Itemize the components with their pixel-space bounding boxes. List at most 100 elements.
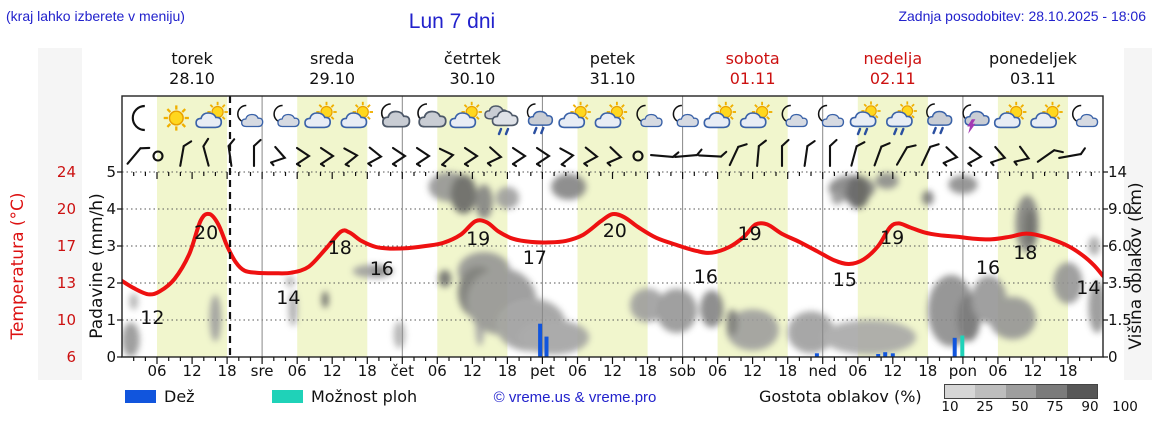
- svg-text:14: 14: [276, 287, 300, 309]
- day-header-name: nedelja: [863, 49, 923, 68]
- density-tick: 100: [1112, 399, 1138, 415]
- svg-text:19: 19: [466, 228, 490, 250]
- right-margin-band: [1124, 48, 1152, 380]
- sun-cloud-icon: [449, 101, 482, 129]
- bottom-axis-label: 18: [217, 362, 237, 380]
- day-header-name: sreda: [310, 49, 355, 68]
- moon-cloud-icon: [672, 104, 699, 128]
- bottom-axis-label: 12: [462, 362, 482, 380]
- bottom-axis-label: 06: [988, 362, 1008, 380]
- shower-legend-swatch: [272, 390, 303, 403]
- day-header-name: sobota: [725, 49, 780, 68]
- moon-rain-icon: [526, 103, 554, 135]
- bottom-axis-label: 06: [848, 362, 868, 380]
- sun-cloud-icon: [195, 101, 228, 129]
- cloud-density-label: Gostota oblakov (%): [755, 387, 926, 406]
- precip-tick: 4: [106, 200, 116, 218]
- svg-text:16: 16: [976, 257, 1000, 279]
- moon-storm-icon: [962, 104, 990, 134]
- cloud-tick: 1.5: [1108, 311, 1132, 329]
- bottom-axis-label: 12: [182, 362, 202, 380]
- density-segment: [1036, 385, 1067, 398]
- temperature-curve: [122, 211, 1103, 297]
- density-tick: 25: [976, 399, 994, 415]
- sun-cloud-icon: [1030, 101, 1063, 129]
- day-header-name: torek: [171, 49, 213, 68]
- density-segment: [945, 385, 976, 398]
- temp-tick: 6: [66, 348, 76, 366]
- temp-tick: 10: [56, 311, 76, 329]
- bottom-axis-label: pet: [530, 362, 555, 380]
- svg-text:15: 15: [833, 269, 857, 291]
- day-header-date: 01.11: [729, 69, 776, 88]
- bottom-axis-label: sre: [250, 362, 274, 380]
- cloud-rain-icon: [484, 105, 519, 136]
- day-header-date: 31.10: [589, 69, 636, 88]
- svg-text:19: 19: [880, 227, 904, 249]
- density-segment: [1005, 385, 1037, 398]
- bottom-axis-label: 18: [918, 362, 938, 380]
- bottom-axis-label: 12: [743, 362, 763, 380]
- hour-ticks: [117, 171, 1108, 364]
- density-tick: 10: [941, 399, 959, 415]
- precip-tick: 1: [106, 311, 116, 329]
- bottom-axis-label: 18: [497, 362, 517, 380]
- day-header-name: petek: [589, 49, 636, 68]
- precip-tick: 2: [106, 274, 116, 292]
- moon-clouds-icon: [380, 103, 411, 128]
- last-update: Zadnja posodobitev: 28.10.2025 - 18:06: [898, 8, 1146, 24]
- day-separators: [261, 96, 964, 357]
- cloud-tick: 3.5: [1108, 274, 1132, 292]
- svg-text:19: 19: [738, 223, 762, 245]
- day-header-name: četrtek: [443, 49, 501, 68]
- cloud-tick: 0: [1108, 348, 1118, 366]
- precip-bars: [538, 323, 965, 357]
- rain-legend-swatch: [125, 390, 156, 403]
- cloud-tick: 9.0: [1108, 200, 1132, 218]
- bottom-axis-label: 18: [778, 362, 798, 380]
- bottom-axis-label: 06: [287, 362, 307, 380]
- moon-clouds-icon: [417, 103, 447, 128]
- bottom-axis-label: 06: [567, 362, 588, 380]
- day-header-date: 29.10: [309, 69, 356, 88]
- rain-legend-label: Dež: [160, 387, 199, 406]
- precip-tick: 5: [106, 163, 116, 181]
- bottom-axis-label: pon: [948, 362, 977, 380]
- bottom-axis-label: 06: [427, 362, 447, 380]
- svg-text:17: 17: [523, 247, 547, 269]
- cloud-density-scale: [944, 384, 1098, 399]
- day-header-name: ponedeljek: [988, 49, 1077, 68]
- moon-rain-icon: [926, 103, 953, 135]
- bottom-axis-label: ned: [808, 362, 837, 380]
- bottom-axis-label: sob: [669, 362, 696, 380]
- moon-cloud-icon: [1072, 104, 1099, 128]
- svg-text:20: 20: [603, 220, 627, 242]
- sun-cloud-icon: [739, 101, 773, 129]
- svg-text:20: 20: [194, 222, 218, 244]
- weather-icon-row: [131, 101, 1099, 136]
- copyright-link[interactable]: © vreme.us & vreme.pro: [493, 389, 657, 406]
- cloud-tick: 6.0: [1108, 237, 1132, 255]
- svg-text:12: 12: [140, 307, 164, 329]
- day-header-date: 02.11: [869, 69, 916, 88]
- bottom-axis-label: 12: [602, 362, 623, 380]
- precip-tick: 3: [106, 237, 116, 255]
- density-segment: [1066, 385, 1098, 398]
- day-header-date: 30.10: [449, 69, 496, 88]
- page-title: Lun 7 dni: [408, 10, 496, 33]
- day-header-date: 03.11: [1010, 69, 1056, 88]
- sun-cloud-icon: [594, 101, 628, 129]
- moon-cloud-icon: [636, 104, 663, 128]
- temperature-value-labels: 12 20 14 18 16 19 17 20 16 19 15 19 16 18 14: [140, 220, 1100, 329]
- density-tick: 75: [1046, 399, 1064, 415]
- temp-tick: 24: [56, 163, 76, 181]
- sun-cloud-icon: [993, 101, 1027, 129]
- left-margin-band: [38, 48, 82, 380]
- svg-text:18: 18: [328, 237, 352, 259]
- sun-rain-icon: [849, 101, 881, 136]
- svg-text:18: 18: [1013, 242, 1037, 264]
- location-hint[interactable]: (kraj lahko izberete v meniju): [6, 8, 185, 24]
- temp-tick: 20: [56, 200, 76, 218]
